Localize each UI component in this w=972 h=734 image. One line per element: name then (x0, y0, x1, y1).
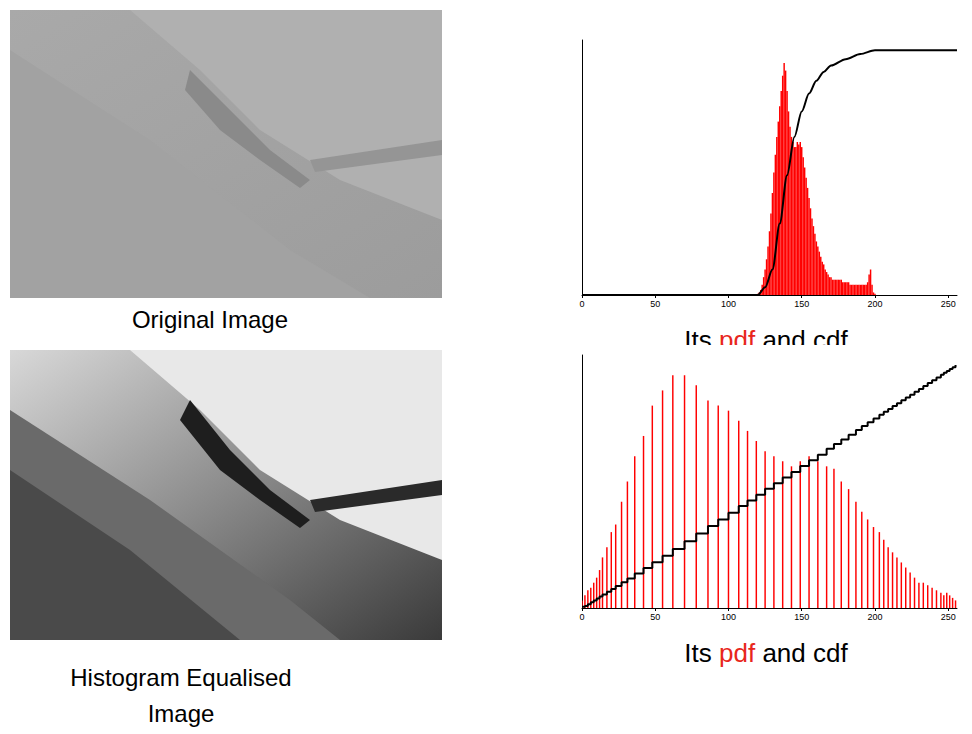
html-text:Original Image: Original Image (132, 306, 288, 333)
svg-text:250: 250 (941, 299, 956, 309)
svg-text:150: 150 (794, 299, 809, 309)
svg-text:pdf: pdf (719, 638, 756, 668)
svg-text:50: 50 (650, 299, 660, 309)
svg-text:200: 200 (867, 299, 882, 309)
svg-text:100: 100 (721, 299, 736, 309)
svg-text:50: 50 (650, 612, 660, 622)
svg-text:150: 150 (794, 612, 809, 622)
svg-text:200: 200 (867, 612, 882, 622)
svg-text:0: 0 (579, 612, 584, 622)
svg-text:250: 250 (941, 612, 956, 622)
html-text:Histogram Equalised Image: Histogram Equalised Image (70, 664, 292, 727)
svg-text:and cdf: and cdf (755, 638, 848, 668)
svg-text:0: 0 (579, 299, 584, 309)
html-text:Its pdf and cdf: Its pdf and cdf (684, 325, 848, 355)
svg-text:Its: Its (684, 638, 719, 668)
svg-text:100: 100 (721, 612, 736, 622)
